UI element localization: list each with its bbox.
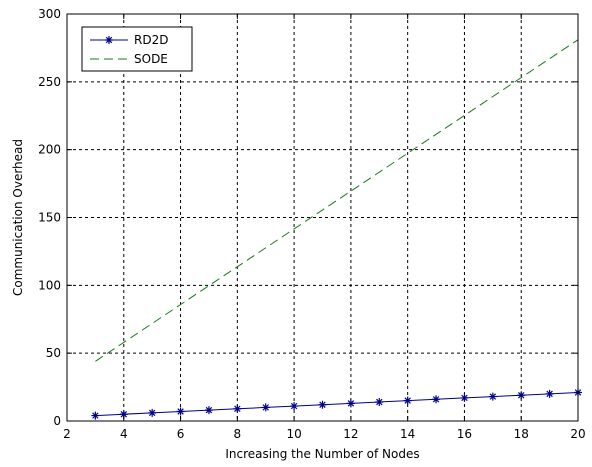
legend-marker-rd2d [105, 36, 113, 44]
data-point-rd2d [403, 396, 412, 405]
y-tick-label: 150 [38, 211, 61, 225]
ticks-layer [66, 13, 579, 422]
y-tick-label: 250 [38, 75, 61, 89]
data-point-rd2d [346, 399, 355, 408]
series-layer [91, 39, 582, 420]
data-point-rd2d [91, 411, 100, 420]
series-line-rd2d [95, 392, 579, 417]
legend-box [81, 26, 193, 72]
x-tick-label: 20 [570, 427, 585, 441]
data-point-rd2d [517, 391, 526, 400]
x-tick-label: 6 [177, 427, 185, 441]
grid-layer [67, 14, 578, 421]
data-point-rd2d [261, 403, 270, 412]
x-tick-label: 18 [514, 427, 529, 441]
y-tick-label: 100 [38, 278, 61, 292]
x-axis-label: Increasing the Number of Nodes [225, 447, 419, 461]
x-tick-label: 10 [286, 427, 301, 441]
x-tick-label: 4 [120, 427, 128, 441]
data-point-rd2d [233, 404, 242, 413]
y-tick-label: 300 [38, 7, 61, 21]
data-point-rd2d [545, 389, 554, 398]
data-point-rd2d [148, 408, 157, 417]
legend-label-rd2d: RD2D [134, 33, 168, 47]
x-tick-label: 14 [400, 427, 415, 441]
data-point-rd2d [204, 406, 213, 415]
y-tick-label: 0 [53, 414, 61, 428]
data-point-rd2d [460, 393, 469, 402]
x-tick-label: 12 [343, 427, 358, 441]
series-line-sode [95, 39, 579, 362]
data-point-rd2d [432, 395, 441, 404]
legend: RD2D SODE [81, 26, 193, 72]
y-tick-label: 50 [46, 346, 61, 360]
y-tick-label: 200 [38, 143, 61, 157]
x-tick-label: 8 [234, 427, 242, 441]
data-point-rd2d [318, 400, 327, 409]
data-point-rd2d [290, 402, 299, 411]
data-point-rd2d [119, 410, 128, 419]
x-tick-label: 2 [63, 427, 71, 441]
data-point-rd2d [488, 392, 497, 401]
data-point-rd2d [375, 398, 384, 407]
data-point-rd2d [176, 407, 185, 416]
x-tick-label: 16 [457, 427, 472, 441]
y-axis-label: Communication Overhead [11, 139, 25, 296]
legend-label-sode: SODE [134, 52, 168, 66]
